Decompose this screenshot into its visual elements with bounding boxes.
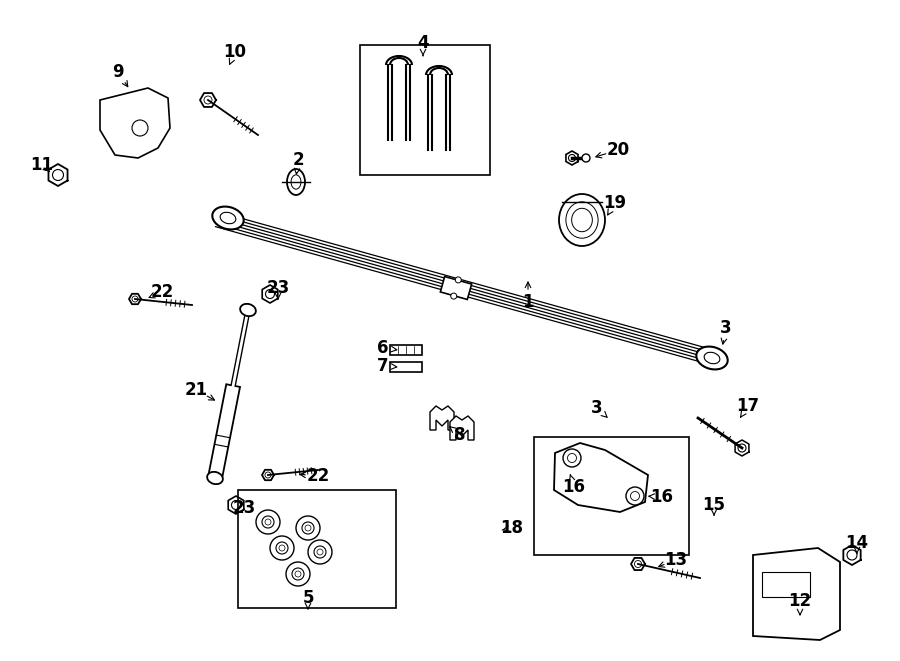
Circle shape <box>286 562 310 586</box>
Text: 23: 23 <box>232 499 256 517</box>
Ellipse shape <box>212 207 244 229</box>
Text: 14: 14 <box>845 534 868 552</box>
Text: 3: 3 <box>591 399 603 417</box>
Bar <box>762 572 810 597</box>
Bar <box>440 276 472 299</box>
Bar <box>534 437 689 555</box>
Bar <box>360 45 490 175</box>
Text: 2: 2 <box>292 151 304 169</box>
Text: 19: 19 <box>603 194 626 212</box>
Polygon shape <box>554 443 648 512</box>
Text: 18: 18 <box>500 519 524 537</box>
Circle shape <box>132 120 148 136</box>
Circle shape <box>302 522 314 534</box>
Circle shape <box>451 293 456 299</box>
Text: 16: 16 <box>562 478 586 496</box>
Polygon shape <box>450 416 474 440</box>
Circle shape <box>455 277 462 283</box>
Ellipse shape <box>559 194 605 246</box>
Circle shape <box>262 516 274 528</box>
Circle shape <box>296 516 320 540</box>
Ellipse shape <box>697 346 728 369</box>
Text: 9: 9 <box>112 63 124 81</box>
Text: 6: 6 <box>377 339 389 357</box>
Circle shape <box>308 540 332 564</box>
Ellipse shape <box>287 169 305 195</box>
Circle shape <box>314 546 326 558</box>
Text: 4: 4 <box>418 34 428 52</box>
Text: 15: 15 <box>703 496 725 514</box>
Text: 8: 8 <box>454 426 466 444</box>
Text: 12: 12 <box>788 592 812 610</box>
Polygon shape <box>100 88 170 158</box>
Bar <box>390 362 422 372</box>
Text: 11: 11 <box>31 156 53 174</box>
Circle shape <box>292 568 304 580</box>
Text: 13: 13 <box>664 551 688 569</box>
Text: 17: 17 <box>736 397 760 415</box>
Polygon shape <box>753 548 840 640</box>
Text: 3: 3 <box>720 319 732 337</box>
Text: 23: 23 <box>266 279 290 297</box>
Bar <box>238 490 396 608</box>
Text: 21: 21 <box>184 381 208 399</box>
Circle shape <box>626 487 644 505</box>
Circle shape <box>276 542 288 554</box>
Text: 10: 10 <box>223 43 247 61</box>
Ellipse shape <box>240 304 256 316</box>
Ellipse shape <box>207 472 223 484</box>
Text: 7: 7 <box>377 357 389 375</box>
Text: 16: 16 <box>651 488 673 506</box>
Circle shape <box>582 154 590 162</box>
Circle shape <box>563 449 581 467</box>
Bar <box>390 345 422 355</box>
Polygon shape <box>430 406 454 430</box>
Text: 22: 22 <box>150 283 174 301</box>
Text: 1: 1 <box>522 293 534 311</box>
Text: 22: 22 <box>306 467 329 485</box>
Text: 20: 20 <box>607 141 630 159</box>
Text: 5: 5 <box>302 589 314 607</box>
Polygon shape <box>208 384 240 479</box>
Circle shape <box>256 510 280 534</box>
Circle shape <box>270 536 294 560</box>
